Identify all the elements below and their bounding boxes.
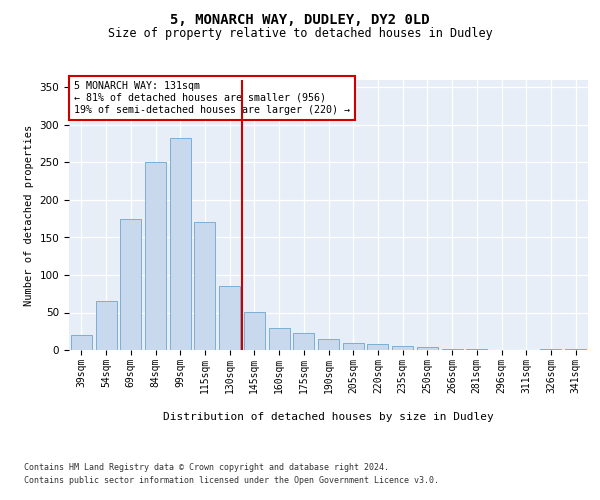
Bar: [466, 349, 487, 350]
Bar: [442, 348, 463, 350]
Text: 5 MONARCH WAY: 131sqm
← 81% of detached houses are smaller (956)
19% of semi-det: 5 MONARCH WAY: 131sqm ← 81% of detached …: [74, 82, 350, 114]
Bar: [71, 335, 92, 350]
Bar: [343, 342, 364, 350]
Text: Size of property relative to detached houses in Dudley: Size of property relative to detached ho…: [107, 28, 493, 40]
Bar: [417, 347, 438, 350]
Bar: [194, 222, 215, 350]
Bar: [392, 346, 413, 350]
Bar: [367, 344, 388, 350]
Y-axis label: Number of detached properties: Number of detached properties: [24, 124, 34, 306]
Bar: [293, 333, 314, 350]
Bar: [541, 348, 562, 350]
Bar: [120, 219, 141, 350]
Bar: [244, 312, 265, 350]
Text: Distribution of detached houses by size in Dudley: Distribution of detached houses by size …: [163, 412, 494, 422]
Bar: [269, 328, 290, 350]
Bar: [219, 286, 240, 350]
Bar: [145, 162, 166, 350]
Bar: [318, 339, 339, 350]
Text: Contains HM Land Registry data © Crown copyright and database right 2024.: Contains HM Land Registry data © Crown c…: [24, 462, 389, 471]
Bar: [95, 301, 116, 350]
Text: 5, MONARCH WAY, DUDLEY, DY2 0LD: 5, MONARCH WAY, DUDLEY, DY2 0LD: [170, 12, 430, 26]
Bar: [565, 349, 586, 350]
Bar: [170, 138, 191, 350]
Text: Contains public sector information licensed under the Open Government Licence v3: Contains public sector information licen…: [24, 476, 439, 485]
